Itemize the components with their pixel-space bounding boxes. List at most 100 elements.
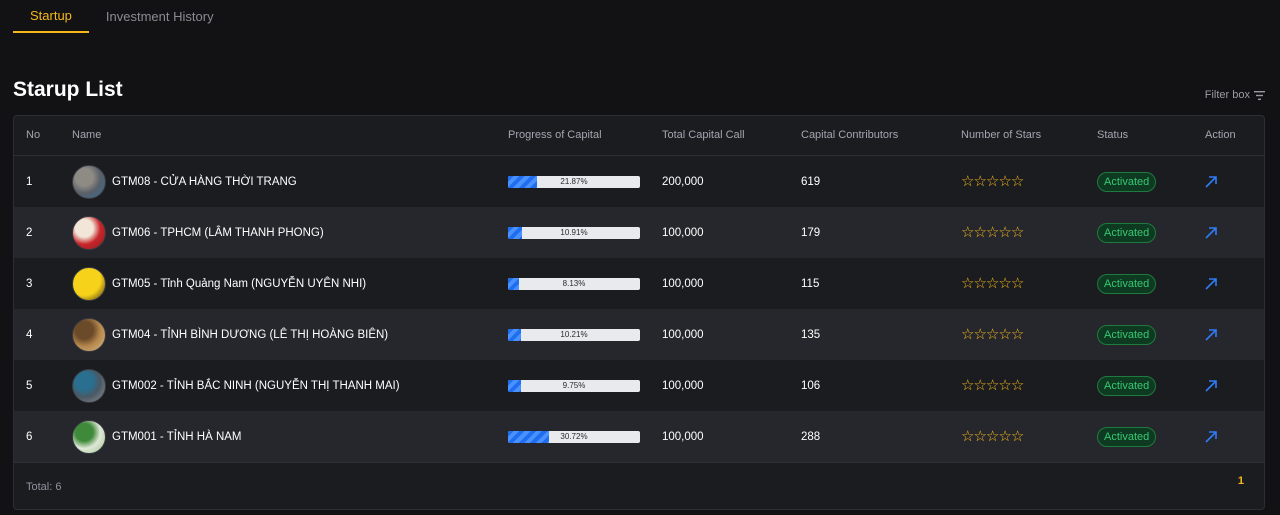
table-header: No Name Progress of Capital Total Capita… <box>14 116 1264 156</box>
star-outline-icon[interactable]: ☆ <box>961 326 974 343</box>
capital-progress-bar: 10.21% <box>508 328 640 341</box>
progress-percent: 30.72% <box>560 432 588 441</box>
filter-icon <box>1254 90 1265 100</box>
row-number: 2 <box>26 226 33 239</box>
progress-fill <box>508 430 549 443</box>
total-capital-call: 100,000 <box>662 430 704 443</box>
star-outline-icon[interactable]: ☆ <box>973 428 986 445</box>
open-external-arrow-icon[interactable] <box>1204 277 1218 291</box>
column-header-progress: Progress of Capital <box>508 129 602 141</box>
capital-progress-bar: 21.87% <box>508 175 640 188</box>
startup-name[interactable]: GTM08 - CỬA HÀNG THỜI TRANG <box>112 175 297 188</box>
star-rating: ☆ ☆ ☆ ☆ ☆ <box>961 428 1024 445</box>
status-badge: Activated <box>1097 222 1157 243</box>
progress-percent: 10.91% <box>560 228 588 237</box>
star-outline-icon[interactable]: ☆ <box>985 173 999 190</box>
row-number: 4 <box>26 328 33 341</box>
star-outline-icon[interactable]: ☆ <box>998 377 1011 394</box>
status-badge: Activated <box>1097 273 1157 294</box>
star-outline-icon[interactable]: ☆ <box>1010 173 1024 190</box>
open-external-arrow-icon[interactable] <box>1204 226 1218 240</box>
row-number: 1 <box>26 175 33 188</box>
capital-contributors: 288 <box>801 430 821 443</box>
star-outline-icon[interactable]: ☆ <box>961 224 974 241</box>
capital-contributors: 135 <box>801 328 821 341</box>
column-header-action: Action <box>1205 129 1236 141</box>
star-outline-icon[interactable]: ☆ <box>985 326 999 343</box>
startup-name[interactable]: GTM002 - TỈNH BẮC NINH (NGUYỄN THỊ THANH… <box>112 379 400 392</box>
filter-box-button[interactable]: Filter box <box>1205 89 1265 101</box>
pagination-page-1[interactable]: 1 <box>1237 475 1244 487</box>
status-badge: Activated <box>1097 375 1157 396</box>
capital-contributors: 106 <box>801 379 821 392</box>
row-number: 3 <box>26 277 33 290</box>
table-row: 4 GTM04 - TỈNH BÌNH DƯƠNG (LÊ THỊ HOÀNG B… <box>14 309 1264 360</box>
total-capital-call: 100,000 <box>662 277 704 290</box>
star-outline-icon[interactable]: ☆ <box>998 428 1011 445</box>
table-row: 6 GTM001 - TỈNH HÀ NAM 30.72% 100,000 288 ☆ ☆ ☆… <box>14 411 1264 462</box>
column-header-status: Status <box>1097 129 1129 141</box>
star-rating: ☆ ☆ ☆ ☆ ☆ <box>961 275 1024 292</box>
star-outline-icon[interactable]: ☆ <box>1010 326 1024 343</box>
star-outline-icon[interactable]: ☆ <box>985 428 999 445</box>
total-capital-call: 200,000 <box>662 175 704 188</box>
star-outline-icon[interactable]: ☆ <box>973 377 986 394</box>
open-external-arrow-icon[interactable] <box>1204 379 1218 393</box>
star-outline-icon[interactable]: ☆ <box>998 275 1011 292</box>
table-row: 2 GTM06 - TPHCM (LÂM THANH PHONG) 10.91% 10… <box>14 207 1264 258</box>
star-outline-icon[interactable]: ☆ <box>985 377 999 394</box>
startup-name[interactable]: GTM001 - TỈNH HÀ NAM <box>112 430 242 443</box>
progress-fill <box>508 379 521 392</box>
star-outline-icon[interactable]: ☆ <box>985 224 999 241</box>
star-outline-icon[interactable]: ☆ <box>985 275 999 292</box>
star-outline-icon[interactable]: ☆ <box>961 428 974 445</box>
star-outline-icon[interactable]: ☆ <box>961 275 974 292</box>
tab-startup[interactable]: Startup <box>13 0 89 33</box>
progress-percent: 8.13% <box>562 279 586 288</box>
row-number: 6 <box>26 430 33 443</box>
star-outline-icon[interactable]: ☆ <box>961 173 974 190</box>
star-outline-icon[interactable]: ☆ <box>998 173 1011 190</box>
star-outline-icon[interactable]: ☆ <box>973 224 986 241</box>
progress-fill <box>508 226 523 239</box>
table-row: 3 GTM05 - Tỉnh Quảng Nam (NGUYỄN UYÊN NHI… <box>14 258 1264 309</box>
star-rating: ☆ ☆ ☆ ☆ ☆ <box>961 377 1024 394</box>
open-external-arrow-icon[interactable] <box>1204 328 1218 342</box>
star-outline-icon[interactable]: ☆ <box>961 377 974 394</box>
star-outline-icon[interactable]: ☆ <box>973 326 986 343</box>
filter-box-label: Filter box <box>1204 89 1250 101</box>
column-header-stars: Number of Stars <box>961 129 1042 141</box>
column-header-no: No <box>26 129 41 141</box>
star-outline-icon[interactable]: ☆ <box>1010 377 1024 394</box>
startup-name[interactable]: GTM04 - TỈNH BÌNH DƯƠNG (LÊ THỊ HOÀNG BI… <box>112 328 389 341</box>
progress-fill <box>508 328 522 341</box>
capital-progress-bar: 30.72% <box>508 430 640 443</box>
progress-percent: 9.75% <box>562 381 586 390</box>
star-outline-icon[interactable]: ☆ <box>973 173 986 190</box>
total-capital-call: 100,000 <box>662 379 704 392</box>
startup-avatar <box>72 317 106 352</box>
total-count: Total: 6 <box>26 481 62 493</box>
capital-contributors: 115 <box>801 277 820 290</box>
capital-progress-bar: 9.75% <box>508 379 640 392</box>
tab-investment-history[interactable]: Investment History <box>105 9 214 24</box>
open-external-arrow-icon[interactable] <box>1204 175 1218 189</box>
startup-name[interactable]: GTM06 - TPHCM (LÂM THANH PHONG) <box>112 226 324 239</box>
star-outline-icon[interactable]: ☆ <box>1010 275 1024 292</box>
star-rating: ☆ ☆ ☆ ☆ ☆ <box>961 224 1024 241</box>
startup-name[interactable]: GTM05 - Tỉnh Quảng Nam (NGUYỄN UYÊN NHI) <box>112 277 367 290</box>
star-outline-icon[interactable]: ☆ <box>1010 224 1024 241</box>
row-number: 5 <box>26 379 33 392</box>
star-outline-icon[interactable]: ☆ <box>998 326 1011 343</box>
total-capital-call: 100,000 <box>662 328 704 341</box>
progress-percent: 21.87% <box>560 177 588 186</box>
progress-fill <box>508 175 537 188</box>
column-header-name: Name <box>72 129 102 141</box>
table-row: 1 GTM08 - CỬA HÀNG THỜI TRANG 21.87% 200,00… <box>14 156 1264 207</box>
star-outline-icon[interactable]: ☆ <box>1010 428 1024 445</box>
star-outline-icon[interactable]: ☆ <box>998 224 1011 241</box>
page-title: Starup List <box>13 78 123 101</box>
star-outline-icon[interactable]: ☆ <box>973 275 986 292</box>
open-external-arrow-icon[interactable] <box>1204 430 1218 444</box>
table-footer: Total: 6 1 <box>14 462 1264 509</box>
